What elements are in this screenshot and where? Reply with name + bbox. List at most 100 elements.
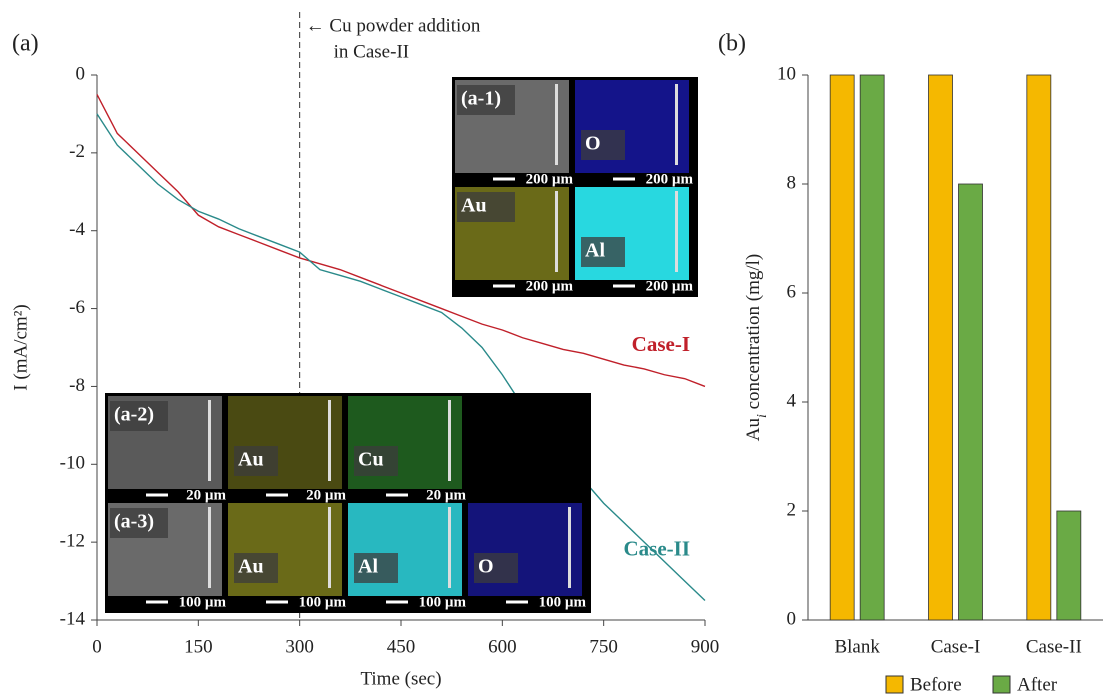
inset-label-box <box>354 553 398 583</box>
annotation-text: in Case-II <box>334 41 409 62</box>
bar <box>859 74 885 621</box>
inset-panel: (a-3) 100 µm <box>108 503 227 610</box>
inset-colorbar <box>555 84 558 165</box>
scale-text: 20 µm <box>426 487 466 503</box>
y-tick-label: -12 <box>60 531 85 552</box>
panel-label: (b) <box>718 31 746 57</box>
x-tick-label: 300 <box>285 636 314 657</box>
inset-label: Au <box>461 195 487 217</box>
y-tick-label: -14 <box>60 608 86 629</box>
inset-colorbar <box>448 400 451 481</box>
y-tick-label: -2 <box>69 141 85 162</box>
x-tick-label: 750 <box>589 636 618 657</box>
inset-panel: Al 100 µm <box>348 503 467 610</box>
inset-label: Au <box>238 556 264 578</box>
y-axis-label: Aui concentration (mg/l) <box>743 254 769 442</box>
inset-label: (a-3) <box>114 511 154 533</box>
bar <box>928 74 953 621</box>
y-tick-label: 4 <box>787 390 797 411</box>
y-tick-label: 10 <box>777 63 796 84</box>
y-axis-label: I (mA/cm²) <box>10 304 31 390</box>
inset-colorbar <box>568 507 571 588</box>
inset-label: Al <box>585 240 605 262</box>
inset-label: (a-1) <box>461 88 501 110</box>
scale-text: 100 µm <box>179 594 227 610</box>
legend-swatch <box>992 675 1011 694</box>
x-axis-label: Time (sec) <box>360 668 441 689</box>
y-axis-label-part: i <box>755 414 770 418</box>
series-label: Case-I <box>632 332 690 356</box>
scale-text: 200 µm <box>646 278 694 294</box>
scale-text: 20 µm <box>186 487 226 503</box>
y-axis-label-part: Au <box>743 418 764 442</box>
inset-label-box <box>110 401 168 431</box>
data-line <box>96 113 706 602</box>
x-tick-label: Blank <box>834 636 880 657</box>
inset-colorbar <box>328 400 331 481</box>
inset-panel: Au 100 µm <box>228 503 347 610</box>
inset-label: Au <box>238 449 264 471</box>
inset-panel: Al 200 µm <box>575 187 694 294</box>
x-tick-label: Case-II <box>1026 636 1082 657</box>
inset-label-box <box>581 237 625 267</box>
inset-label-box <box>234 446 278 476</box>
scale-text: 200 µm <box>526 171 574 187</box>
y-tick-label: 0 <box>76 63 86 84</box>
panel-label: (a) <box>12 31 39 57</box>
scale-text: 100 µm <box>539 594 587 610</box>
y-tick-label: 8 <box>787 172 797 193</box>
inset-label-box <box>354 446 398 476</box>
y-tick-label: 2 <box>787 499 797 520</box>
inset-label-box <box>234 553 278 583</box>
scale-text: 100 µm <box>419 594 467 610</box>
y-tick-label: -6 <box>69 297 85 318</box>
inset-label-box <box>581 130 625 160</box>
y-tick-label: 6 <box>787 281 797 302</box>
bar <box>1026 74 1052 621</box>
inset-colorbar <box>555 191 558 272</box>
x-tick-label: 0 <box>92 636 102 657</box>
bar <box>958 183 983 621</box>
scale-text: 200 µm <box>646 171 694 187</box>
scale-text: 200 µm <box>526 278 574 294</box>
inset-label: O <box>585 133 601 155</box>
annotation-text: ← Cu powder addition <box>306 15 481 36</box>
legend-label: Before <box>910 674 962 695</box>
inset-colorbar <box>675 191 678 272</box>
inset-colorbar <box>328 507 331 588</box>
y-tick-label: -8 <box>69 375 85 396</box>
scale-text: 20 µm <box>306 487 346 503</box>
inset-panel: (a-1) 200 µm <box>455 80 574 187</box>
inset-colorbar <box>208 400 211 481</box>
inset-label: O <box>478 556 494 578</box>
y-tick-label: -10 <box>60 453 85 474</box>
inset-colorbar <box>208 507 211 588</box>
bar <box>1056 510 1082 621</box>
x-tick-label: 600 <box>488 636 517 657</box>
inset-panel: Au 20 µm <box>228 396 347 503</box>
y-tick-label: 0 <box>787 608 797 629</box>
inset-label-box <box>110 508 168 538</box>
legend-label: After <box>1017 674 1058 695</box>
inset-panel: Cu 20 µm <box>348 396 467 503</box>
x-tick-label: 900 <box>691 636 720 657</box>
x-tick-label: 450 <box>387 636 416 657</box>
inset-label: (a-2) <box>114 404 154 426</box>
inset-label-box <box>457 85 515 115</box>
inset-panel: (a-2) 20 µm <box>108 396 227 503</box>
inset-colorbar <box>448 507 451 588</box>
inset-colorbar <box>675 84 678 165</box>
y-tick-label: -4 <box>69 219 85 240</box>
scale-text: 100 µm <box>299 594 347 610</box>
inset-label-box <box>457 192 515 222</box>
inset-panel: O 200 µm <box>575 80 694 187</box>
inset-panel: Au 200 µm <box>455 187 574 294</box>
inset-label: Cu <box>358 449 384 471</box>
bar <box>829 74 855 621</box>
y-axis-label-part: concentration (mg/l) <box>743 254 764 414</box>
x-tick-label: 150 <box>184 636 213 657</box>
inset-label-box <box>474 553 518 583</box>
series-label: Case-II <box>624 536 691 560</box>
inset-label: Al <box>358 556 378 578</box>
